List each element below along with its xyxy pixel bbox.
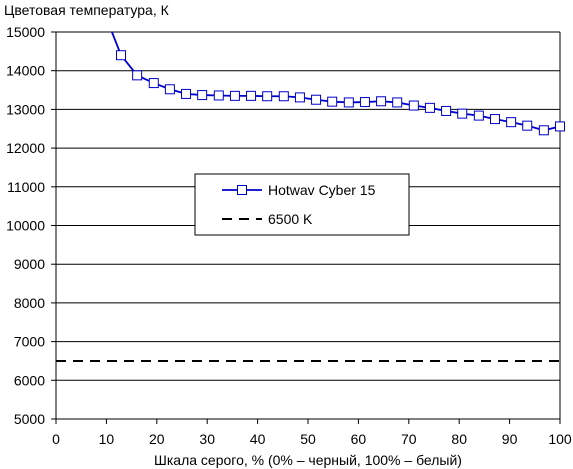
- series-hotwav-point: [457, 108, 468, 119]
- series-hotwav-point: [229, 90, 240, 101]
- series-hotwav-point: [164, 84, 175, 95]
- x-tick-label-90: 90: [502, 431, 518, 447]
- x-tick-label-60: 60: [351, 431, 367, 447]
- y-tick-label-14000: 14000: [6, 63, 45, 79]
- y-tick-label-12000: 12000: [6, 140, 45, 156]
- series-hotwav-point: [538, 125, 549, 136]
- series-hotwav-point: [408, 100, 419, 111]
- axes: [51, 31, 561, 424]
- y-tick-label-6000: 6000: [14, 372, 45, 388]
- x-tick-label-10: 10: [99, 431, 115, 447]
- series-hotwav-point: [197, 90, 208, 101]
- series-hotwav-point: [181, 88, 192, 99]
- series-hotwav-point: [441, 105, 452, 116]
- y-tick-label-11000: 11000: [7, 179, 45, 195]
- legend: Hotwav Cyber 15 6500 K: [194, 173, 410, 236]
- x-tick-label-40: 40: [250, 431, 266, 447]
- x-tick-label-30: 30: [199, 431, 215, 447]
- series-hotwav-point: [555, 121, 565, 132]
- series-hotwav-point: [311, 94, 322, 105]
- series-hotwav-point: [506, 117, 517, 128]
- y-tick-labels: 5000 6000 7000 8000 9000 10000 11000 12000 13000…: [6, 24, 45, 427]
- y-tick-label-9000: 9000: [14, 256, 45, 272]
- series-hotwav-point: [359, 97, 370, 108]
- y-axis-label: Цветовая температура, К: [4, 2, 170, 18]
- series-hotwav-point: [489, 114, 500, 125]
- x-tick-label-70: 70: [401, 431, 417, 447]
- x-tick-label-20: 20: [149, 431, 165, 447]
- x-tick-label-0: 0: [52, 431, 60, 447]
- x-tick-label-100: 100: [548, 431, 572, 447]
- y-tick-label-13000: 13000: [6, 101, 45, 117]
- legend-marker-hotwav: [237, 185, 247, 195]
- series-hotwav-point: [132, 70, 143, 81]
- y-tick-label-10000: 10000: [6, 218, 45, 234]
- y-tick-label-5000: 5000: [14, 411, 45, 427]
- series-layer: [56, 32, 565, 362]
- series-hotwav-point: [294, 92, 305, 103]
- series-hotwav-point: [473, 110, 484, 121]
- legend-box: [194, 173, 410, 236]
- y-tick-label-15000: 15000: [6, 24, 45, 40]
- y-tick-label-7000: 7000: [14, 334, 45, 350]
- x-tick-label-80: 80: [451, 431, 467, 447]
- series-hotwav-point: [327, 96, 338, 107]
- series-hotwav-point: [116, 50, 127, 61]
- series-hotwav-point: [262, 91, 273, 102]
- y-tick-label-8000: 8000: [14, 295, 45, 311]
- x-tick-label-50: 50: [300, 431, 316, 447]
- x-tick-labels: 0 10 20 30 40 50 60 70 80 90 100: [52, 431, 572, 447]
- legend-label-hotwav: Hotwav Cyber 15: [268, 182, 376, 198]
- series-hotwav-point: [343, 97, 354, 108]
- series-hotwav-point: [376, 96, 387, 107]
- series-hotwav-point: [522, 120, 533, 131]
- x-axis-label: Шкала серого, % (0% – черный, 100% – бел…: [154, 452, 462, 468]
- series-hotwav-point: [424, 102, 435, 113]
- series-hotwav-point: [278, 91, 289, 102]
- legend-label-6500k: 6500 K: [268, 211, 313, 227]
- series-hotwav-point: [213, 90, 224, 101]
- series-hotwav-point: [392, 97, 403, 108]
- series-hotwav-point: [148, 78, 159, 89]
- series-hotwav-point: [246, 90, 257, 101]
